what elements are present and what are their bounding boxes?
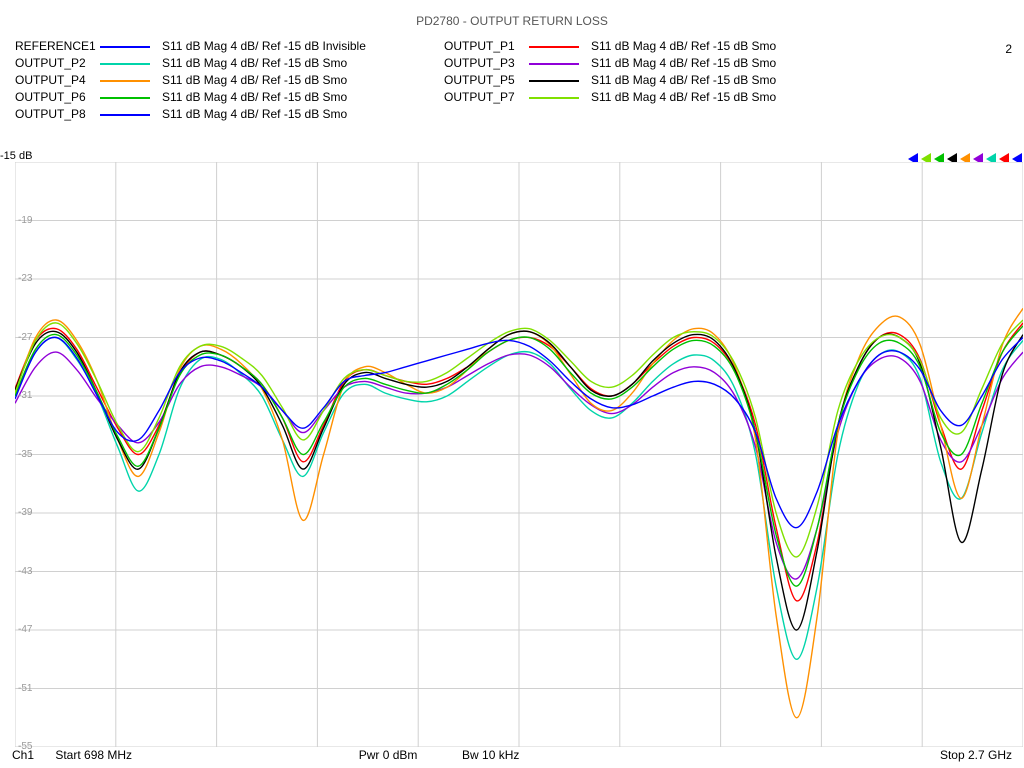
legend-color-swatch — [100, 80, 150, 82]
legend-trace-desc: S11 dB Mag 4 dB/ Ref -15 dB Smo — [162, 106, 444, 123]
legend-trace-name: OUTPUT_P6 — [15, 89, 100, 106]
y-tick-label: -23 — [18, 273, 32, 284]
legend-trace-name: OUTPUT_P3 — [444, 55, 529, 72]
legend-trace-name: OUTPUT_P2 — [15, 55, 100, 72]
y-tick-label: -51 — [18, 683, 32, 694]
legend-trace-desc: S11 dB Mag 4 dB/ Ref -15 dB Smo — [591, 38, 873, 55]
legend-trace-name: OUTPUT_P5 — [444, 72, 529, 89]
legend-color-swatch — [100, 46, 150, 48]
channel-label: Ch1 — [12, 748, 52, 762]
legend-trace-name: OUTPUT_P7 — [444, 89, 529, 106]
legend-trace-name: OUTPUT_P4 — [15, 72, 100, 89]
legend-trace-desc: S11 dB Mag 4 dB/ Ref -15 dB Smo — [591, 72, 873, 89]
y-tick-label: -19 — [18, 215, 32, 226]
legend-trace-name: OUTPUT_P8 — [15, 106, 100, 123]
legend-trace-desc: S11 dB Mag 4 dB/ Ref -15 dB Invisible — [162, 38, 444, 55]
legend-trace-desc: S11 dB Mag 4 dB/ Ref -15 dB Smo — [591, 89, 873, 106]
legend-color-swatch — [529, 97, 579, 99]
ref-level-label: -15 dB — [0, 150, 32, 162]
stop-freq: Stop 2.7 GHz — [940, 748, 1012, 762]
legend-color-swatch — [529, 46, 579, 48]
y-tick-label: -47 — [18, 624, 32, 635]
legend-color-swatch — [529, 63, 579, 65]
start-freq: Start 698 MHz — [55, 748, 355, 762]
y-tick-label: -35 — [18, 449, 32, 460]
bandwidth: Bw 10 kHz — [462, 748, 882, 762]
legend-trace-name: REFERENCE1 — [15, 38, 100, 55]
legend-trace-desc: S11 dB Mag 4 dB/ Ref -15 dB Smo — [162, 72, 444, 89]
y-tick-label: -31 — [18, 390, 32, 401]
y-tick-label: -27 — [18, 332, 32, 343]
legend-color-swatch — [100, 114, 150, 116]
y-tick-label: -39 — [18, 507, 32, 518]
legend-trace-desc: S11 dB Mag 4 dB/ Ref -15 dB Smo — [591, 55, 873, 72]
legend-color-swatch — [100, 63, 150, 65]
legend-trace-desc: S11 dB Mag 4 dB/ Ref -15 dB Smo — [162, 55, 444, 72]
y-tick-label: -43 — [18, 566, 32, 577]
footer-status: Ch1 Start 698 MHz Pwr 0 dBm Bw 10 kHz St… — [12, 748, 1012, 762]
legend-color-swatch — [529, 80, 579, 82]
legend-trace-desc: S11 dB Mag 4 dB/ Ref -15 dB Smo — [162, 89, 444, 106]
chart-title: PD2780 - OUTPUT RETURN LOSS — [0, 14, 1024, 28]
power-level: Pwr 0 dBm — [359, 748, 459, 762]
legend-trace-name: OUTPUT_P1 — [444, 38, 529, 55]
legend-color-swatch — [100, 97, 150, 99]
return-loss-chart — [15, 162, 1023, 747]
channel-indicator: 2 — [1005, 42, 1012, 56]
trace-legend: REFERENCE1 S11 dB Mag 4 dB/ Ref -15 dB In… — [15, 38, 873, 123]
